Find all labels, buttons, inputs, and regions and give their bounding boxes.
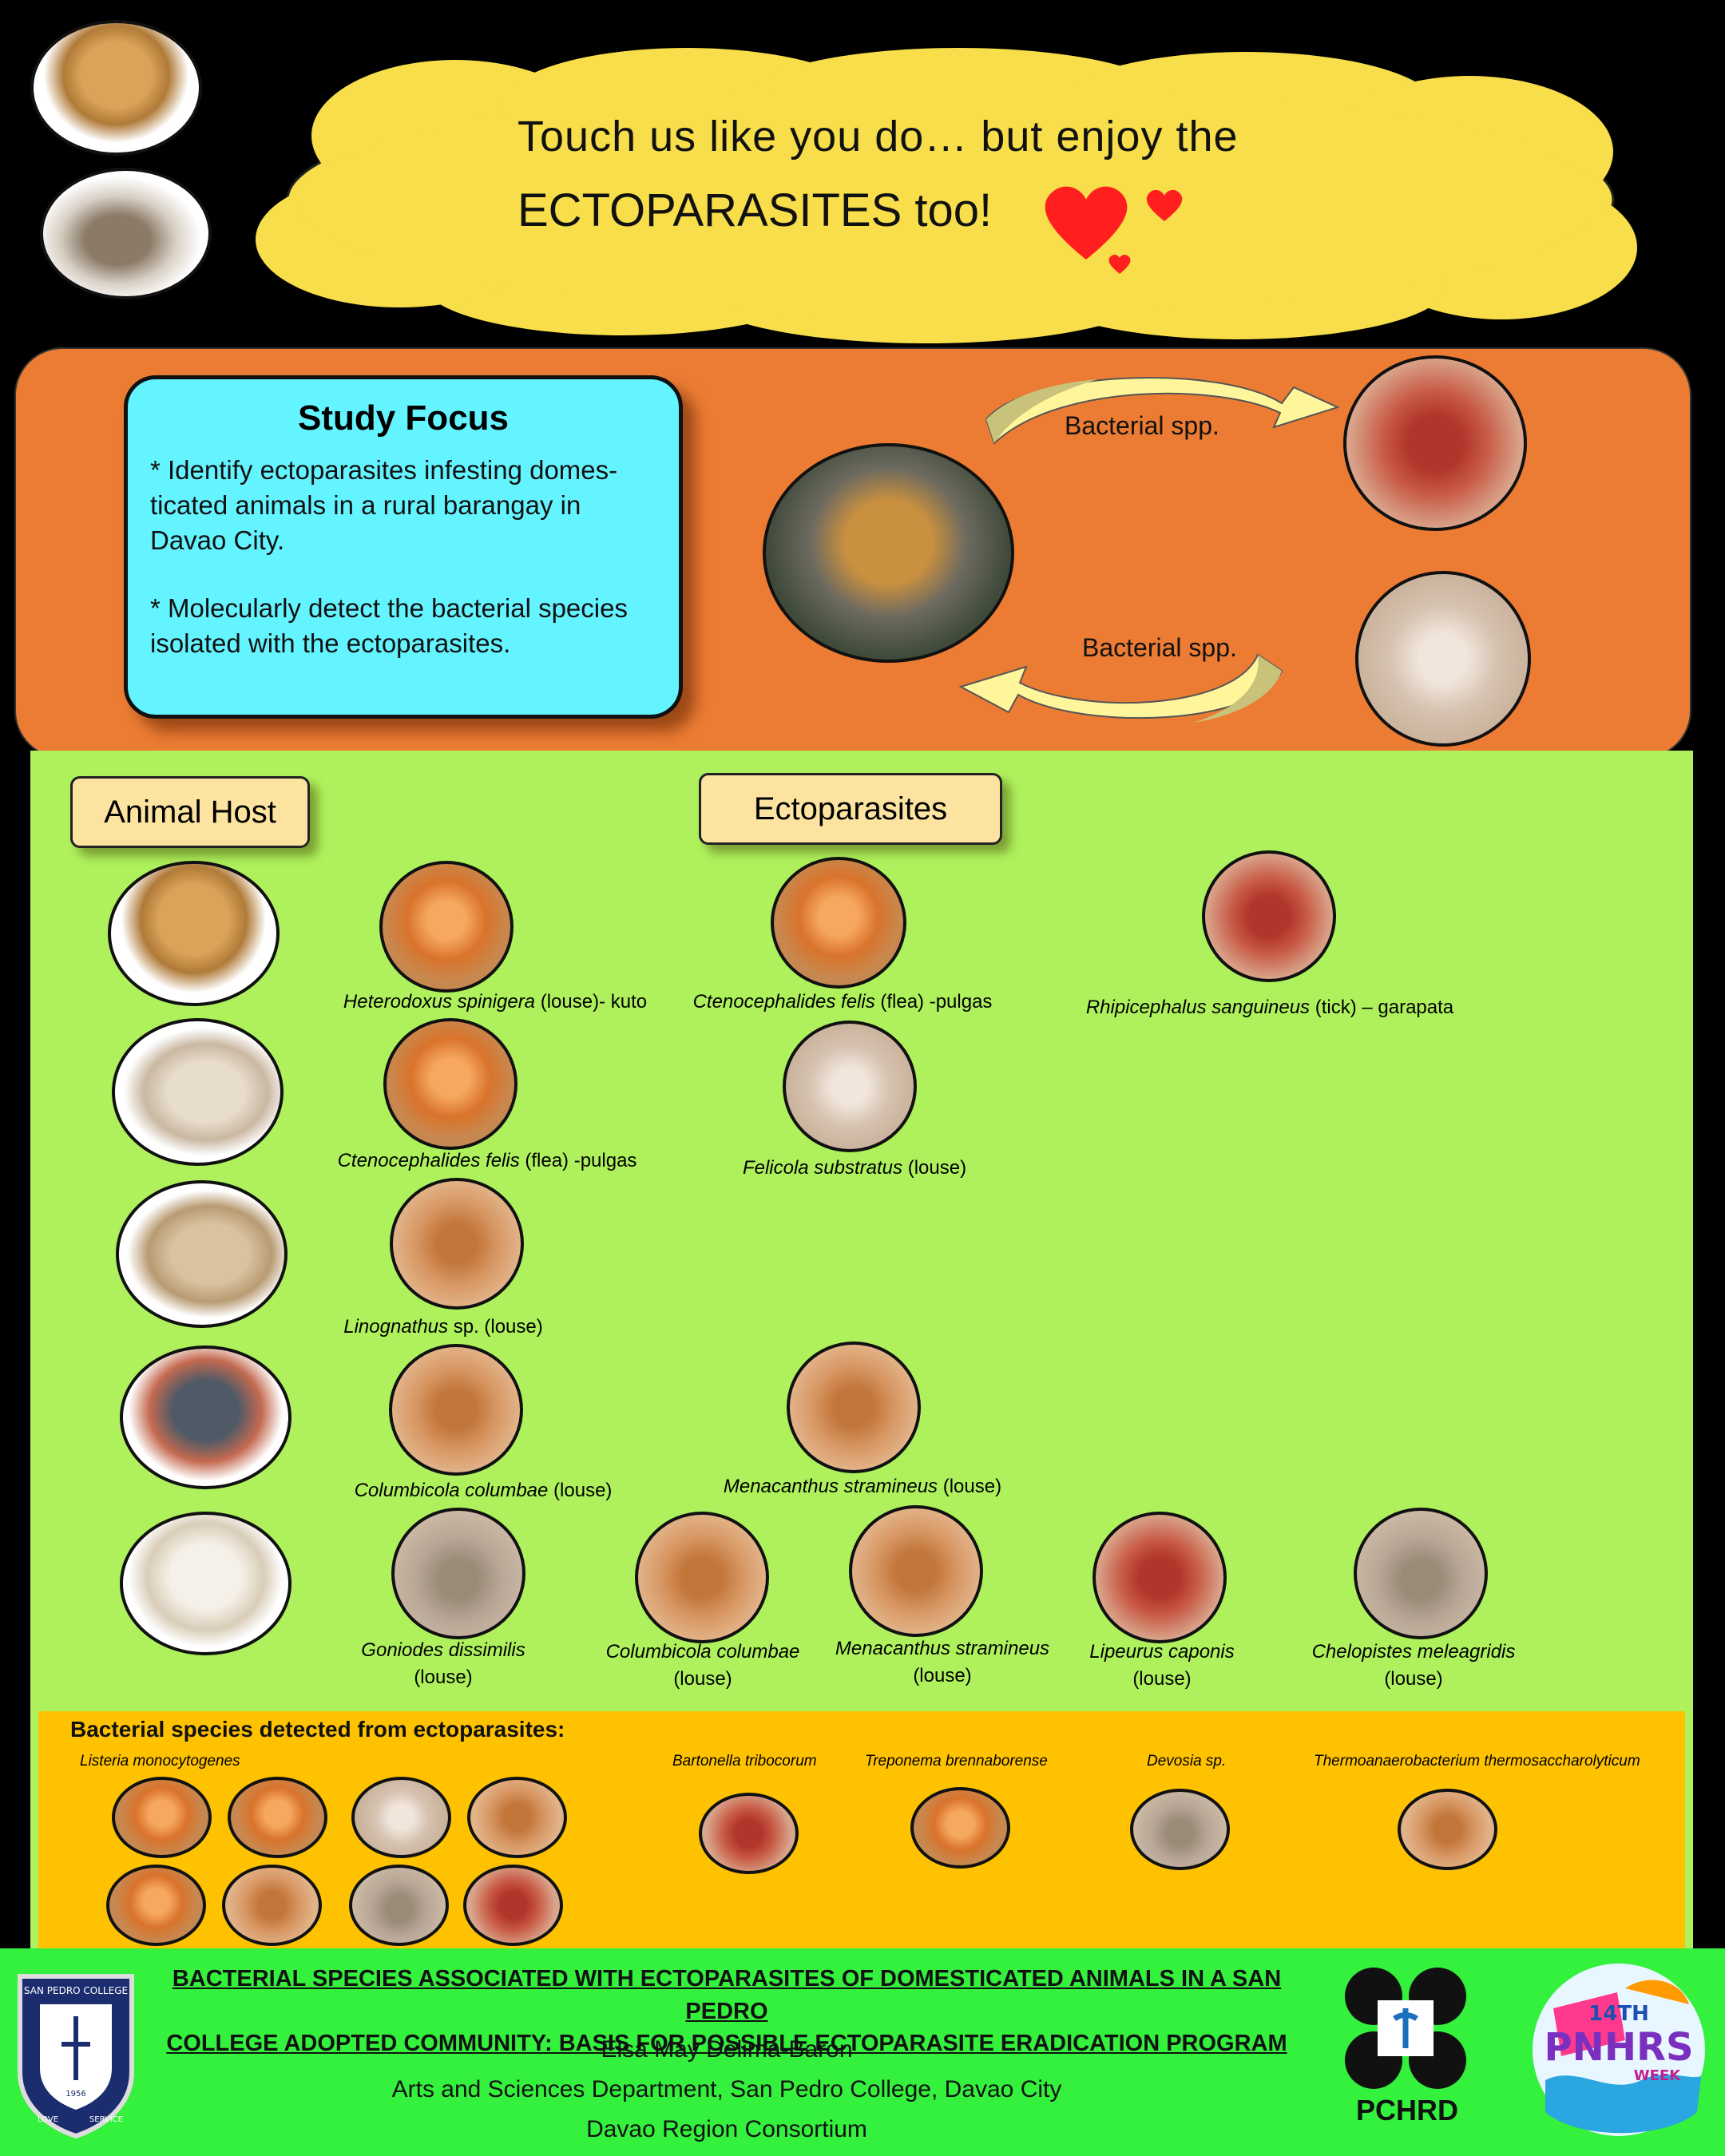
parasite-photo <box>391 1508 525 1639</box>
parasite-photo <box>771 857 906 989</box>
arrow-bottom-icon <box>958 653 1283 723</box>
bacteria-label: Devosia sp. <box>1147 1753 1227 1770</box>
bacteria-label: Listeria monocytogenes <box>80 1753 240 1770</box>
host-dog-photo <box>108 861 280 1006</box>
pnhrs-week-logo: 14TH PNHRS WEEK <box>1533 1964 1705 2136</box>
focus-point-1b: ticated animals in a rural barangay in <box>150 490 581 521</box>
header-dog-photo <box>30 20 202 156</box>
pchrd-label: PCHRD <box>1355 2094 1458 2126</box>
bacteria-source-photo <box>1130 1789 1230 1870</box>
parasite-label: Felicola substratus (louse) <box>742 1157 967 1179</box>
bacteria-source-photo <box>351 1777 451 1858</box>
parasite-label: Menacanthus stramineus (louse) <box>723 1476 1002 1497</box>
parasite-photo <box>1202 850 1336 982</box>
study-focus-title: Study Focus <box>297 398 510 438</box>
host-chicken-photo <box>120 1512 291 1655</box>
svg-text:1956: 1956 <box>65 2090 85 2099</box>
parasite-photo <box>383 1018 518 1150</box>
svg-text:SERVICE: SERVICE <box>89 2115 123 2124</box>
parasite-label: Chelopistes meleagridis (louse) <box>1311 1641 1516 1690</box>
arrow-bottom-label: Bacterial spp. <box>1082 633 1237 662</box>
host-goat-photo <box>116 1180 288 1328</box>
ectoparasites-header: Ectoparasites <box>699 773 1002 845</box>
pchrd-logo <box>1342 1964 1469 2092</box>
affiliation: Arts and Sciences Department, San Pedro … <box>391 2076 1062 2102</box>
parasite-label: Heterodoxus spinigera (louse)- kuto <box>343 991 648 1013</box>
parasite-label: Rhipicephalus sanguineus (tick) – garapa… <box>1085 997 1454 1018</box>
svg-text:14TH: 14TH <box>1588 2002 1649 2026</box>
focus-point-2b: isolated with the ectoparasites. <box>150 628 511 658</box>
bacteria-label: Bartonella tribocorum <box>672 1753 817 1770</box>
parasite-photo <box>379 861 514 993</box>
host-cat-photo <box>112 1018 284 1166</box>
consortium: Davao Region Consortium <box>586 2116 867 2142</box>
parasite-photo <box>635 1512 769 1643</box>
parasite-label: Ctenocephalides felis (flea) -pulgas <box>337 1150 637 1171</box>
bacteria-heading: Bacterial species detected from ectopara… <box>70 1717 565 1742</box>
bacteria-source-photo <box>349 1865 449 1946</box>
san-pedro-college-seal: SAN PEDRO COLLEGE 1956 LOVE SERVICE <box>18 1974 134 2139</box>
parasite-photo <box>389 1344 523 1476</box>
title-line-2: ECTOPARASITES too! <box>518 184 993 236</box>
arrow-top-label: Bacterial spp. <box>1065 411 1219 440</box>
focus-point-1a: * Identify ectoparasites infesting domes… <box>150 455 618 485</box>
poster-title-line-2: COLLEGE ADOPTED COMMUNITY: BASIS FOR POS… <box>166 2031 1287 2057</box>
header-cat-photo <box>40 168 212 299</box>
bacteria-label: Treponema brennaborense <box>865 1753 1048 1770</box>
parasite-photo <box>1354 1508 1488 1639</box>
bacteria-source-photo <box>106 1865 206 1946</box>
poster-title-line-1: BACTERIAL SPECIES ASSOCIATED WITH ECTOPA… <box>172 1966 1282 2024</box>
parasite-label: Ctenocephalides felis (flea) -pulgas <box>692 991 993 1013</box>
bacteria-source-photo <box>699 1793 799 1874</box>
heart-icon <box>1045 186 1183 274</box>
parasite-photo <box>787 1342 921 1473</box>
bacteria-source-photo <box>463 1865 563 1946</box>
bacteria-source-photo <box>112 1777 212 1858</box>
parasite-photo <box>390 1178 524 1310</box>
arrow-top-icon <box>985 376 1340 445</box>
parasite-label: Columbicola columbae (louse) <box>354 1480 613 1501</box>
svg-text:SAN PEDRO COLLEGE: SAN PEDRO COLLEGE <box>24 1985 128 1996</box>
svg-text:LOVE: LOVE <box>38 2115 58 2124</box>
title-line-1: Touch us like you do… but enjoy the <box>518 113 1239 161</box>
focus-dog-photo <box>763 443 1014 663</box>
focus-point-2a: * Molecularly detect the bacterial speci… <box>150 593 628 623</box>
bacteria-source-photo <box>467 1777 567 1858</box>
parasite-label: Linognathus sp. (louse) <box>343 1316 543 1338</box>
parasite-label: Goniodes dissimilis (louse) <box>361 1639 525 1688</box>
parasite-photo <box>783 1021 917 1152</box>
parasite-label: Columbicola columbae (louse) <box>605 1641 800 1690</box>
study-focus-box: Study Focus * Identify ectoparasites inf… <box>124 375 683 719</box>
svg-text:WEEK: WEEK <box>1634 2067 1681 2084</box>
bacteria-source-photo <box>1398 1789 1497 1870</box>
title-cloud <box>256 48 1637 343</box>
animal-host-header: Animal Host <box>70 776 310 848</box>
bacteria-label: Thermoanaerobacterium thermosaccharolyti… <box>1314 1753 1640 1770</box>
author: Elsa May Delima-Baron <box>601 2036 853 2063</box>
bacteria-source-photo <box>222 1865 322 1946</box>
focus-point-1c: Davao City. <box>150 525 285 556</box>
parasite-photo <box>849 1505 983 1637</box>
focus-louse-photo <box>1355 571 1531 747</box>
host-pigeon-photo <box>120 1346 291 1489</box>
bacteria-source-photo <box>910 1787 1010 1869</box>
parasite-label: Lipeurus caponis (louse) <box>1089 1641 1235 1690</box>
svg-text:PNHRS: PNHRS <box>1544 2025 1693 2070</box>
parasite-photo <box>1092 1512 1227 1643</box>
bacteria-source-photo <box>228 1777 327 1858</box>
poster-title: BACTERIAL SPECIES ASSOCIATED WITH ECTOPA… <box>156 1963 1298 2060</box>
focus-tick-photo <box>1343 355 1527 531</box>
parasite-label: Menacanthus stramineus (louse) <box>835 1638 1050 1686</box>
